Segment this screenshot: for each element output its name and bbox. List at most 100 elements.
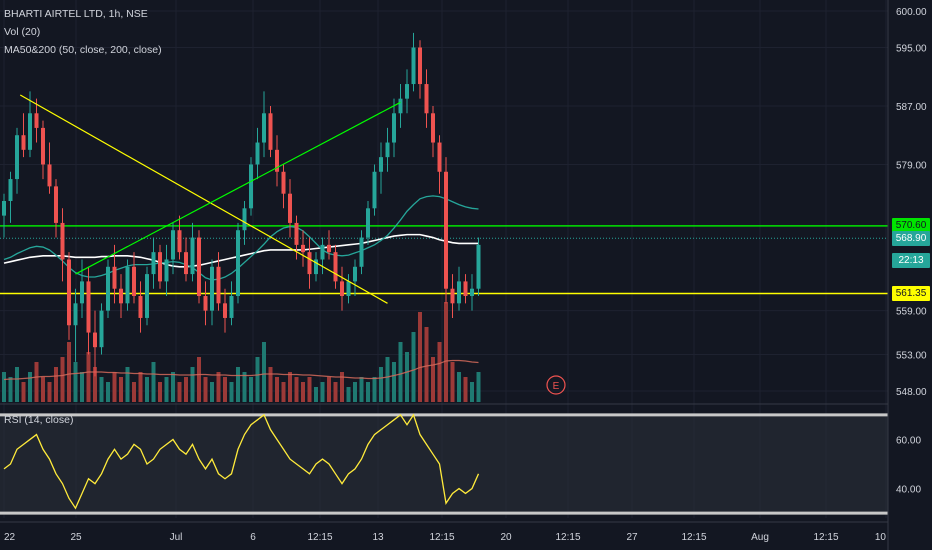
time-tick-label: 12:15 bbox=[813, 532, 838, 543]
volume-bar bbox=[184, 377, 188, 402]
volume-bar bbox=[431, 357, 435, 402]
volume-bar bbox=[255, 357, 260, 402]
time-tick-label: 12:15 bbox=[307, 532, 332, 543]
candle-body bbox=[151, 252, 156, 275]
volume-bar bbox=[379, 367, 383, 402]
volume-bar bbox=[346, 387, 351, 402]
candle-body bbox=[372, 171, 377, 209]
candle-body bbox=[93, 332, 97, 348]
candle-body bbox=[190, 237, 195, 275]
volume-bar bbox=[80, 372, 84, 402]
volume-bar bbox=[229, 382, 234, 402]
volume-bar bbox=[99, 377, 104, 402]
candle-body bbox=[145, 274, 149, 318]
volume-bar bbox=[73, 362, 78, 402]
candle-body bbox=[444, 171, 448, 289]
volume-bar bbox=[145, 377, 149, 402]
candle-body bbox=[262, 113, 266, 143]
ma200-line bbox=[3, 233, 479, 268]
time-tick-label: Aug bbox=[751, 532, 769, 543]
candle-body bbox=[112, 266, 117, 289]
candle-body bbox=[405, 84, 409, 99]
candle-body bbox=[424, 84, 429, 114]
volume-bar bbox=[28, 372, 32, 402]
ma-legend: MA50&200 (50, close, 200, close) bbox=[4, 44, 162, 56]
candle-body bbox=[392, 113, 396, 143]
volume-bar bbox=[177, 382, 182, 402]
rsi-band-fill bbox=[0, 414, 888, 514]
earnings-marker[interactable]: E bbox=[546, 375, 566, 395]
volume-bar bbox=[437, 342, 442, 402]
volume-bar bbox=[424, 327, 429, 402]
candle-body bbox=[210, 266, 214, 311]
volume-bar bbox=[288, 372, 292, 402]
trendline bbox=[19, 94, 388, 304]
volume-bar bbox=[34, 362, 39, 402]
time-tick-label: 25 bbox=[70, 532, 82, 543]
price-tick-label: 548.00 bbox=[896, 387, 927, 398]
candle-body bbox=[353, 266, 357, 282]
volume-bar bbox=[112, 372, 117, 402]
volume-bar bbox=[314, 387, 318, 402]
candle-body bbox=[450, 288, 455, 304]
price-tag: 568.90 bbox=[892, 230, 930, 246]
volume-bar bbox=[106, 382, 110, 402]
candle-body bbox=[15, 135, 19, 180]
volume-bar bbox=[21, 382, 26, 402]
candle-body bbox=[281, 171, 286, 194]
volume-bar bbox=[8, 377, 13, 402]
candle-body bbox=[197, 237, 201, 297]
volume-bar bbox=[353, 382, 357, 402]
time-tick-label: 27 bbox=[626, 532, 638, 543]
candle-body bbox=[398, 98, 403, 114]
volume-bar bbox=[223, 377, 227, 402]
trendlines[interactable] bbox=[19, 94, 401, 304]
volume-bar bbox=[398, 342, 403, 402]
candle-body bbox=[41, 127, 45, 165]
volume-bar bbox=[275, 377, 279, 402]
price-tick-label: 600.00 bbox=[896, 7, 927, 18]
volume-bar bbox=[294, 377, 299, 402]
candle-body bbox=[132, 266, 136, 297]
chart-title: BHARTI AIRTEL LTD, 1h, NSE bbox=[4, 8, 148, 20]
volume-bar bbox=[392, 362, 396, 402]
volume-bar bbox=[366, 382, 370, 402]
volume-bar bbox=[54, 367, 58, 402]
volume-bar bbox=[236, 367, 240, 402]
candle-body bbox=[177, 230, 182, 253]
time-tick-label: 20 bbox=[500, 532, 512, 543]
earnings-label: E bbox=[553, 381, 560, 392]
rsi-line bbox=[3, 413, 480, 510]
candle-body bbox=[28, 113, 32, 150]
candle-body bbox=[327, 244, 331, 253]
time-tick-label: 12:15 bbox=[681, 532, 706, 543]
candle-body bbox=[138, 296, 143, 318]
candle-body bbox=[47, 164, 52, 187]
volume-bar bbox=[210, 382, 214, 402]
volume-bar bbox=[138, 372, 143, 402]
candle-body bbox=[418, 47, 422, 85]
volume-bar bbox=[216, 372, 221, 402]
volume-bars bbox=[2, 302, 481, 402]
volume-bar bbox=[405, 352, 409, 402]
volume-bar bbox=[418, 312, 422, 402]
volume-bar bbox=[307, 377, 312, 402]
volume-bar bbox=[125, 367, 130, 402]
volume-bar bbox=[190, 367, 195, 402]
price-tag: 22:13 bbox=[892, 252, 930, 268]
volume-bar bbox=[457, 372, 461, 402]
price-tick-label: 587.00 bbox=[896, 102, 927, 113]
candle-body bbox=[470, 288, 474, 297]
volume-bar bbox=[164, 377, 169, 402]
volume-bar bbox=[158, 382, 162, 402]
rsi-tick-label: 60.00 bbox=[896, 435, 921, 446]
volume-bar bbox=[476, 372, 481, 402]
volume-bar bbox=[268, 367, 273, 402]
price-tick-label: 595.00 bbox=[896, 44, 927, 55]
volume-bar bbox=[2, 372, 6, 402]
candle-body bbox=[73, 303, 78, 326]
volume-bar bbox=[47, 382, 52, 402]
candle-body bbox=[216, 266, 221, 304]
